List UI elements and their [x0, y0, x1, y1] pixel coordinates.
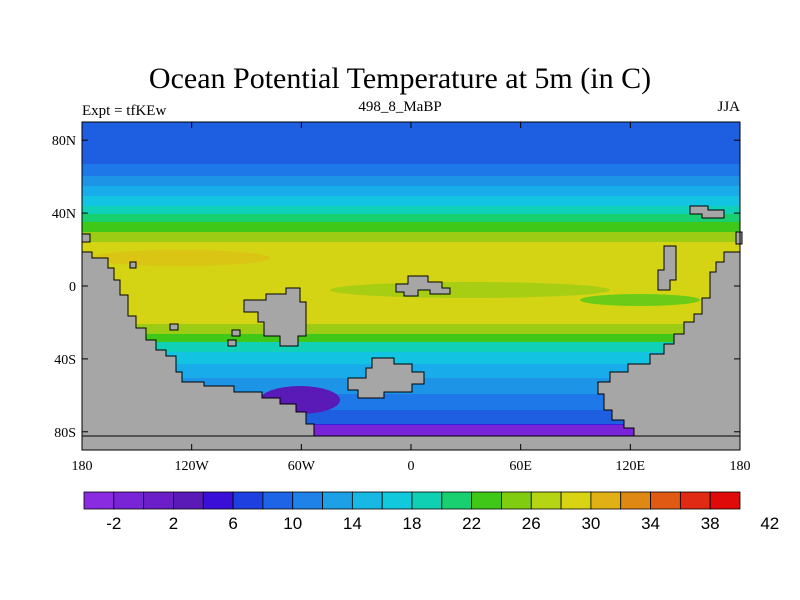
colorbar-swatch: [351, 491, 383, 510]
colorbar-label: 34: [641, 514, 660, 533]
x-tick-label: 120W: [175, 459, 210, 474]
land-island-j: [735, 231, 743, 245]
land-island-a: [243, 287, 307, 347]
colorbar-swatch: [560, 491, 592, 510]
colorbar-swatch: [679, 491, 711, 510]
land-island-c: [395, 275, 451, 297]
colorbar-swatch: [113, 491, 145, 510]
colorbar-swatch: [709, 491, 741, 510]
colorbar-swatch: [471, 491, 502, 510]
colorbar-label: 38: [701, 514, 720, 533]
x-axis: 180 120W 60W 0 60E 120E 180: [72, 122, 751, 474]
colorbar-swatch: [411, 491, 443, 510]
colorbar-label: 2: [169, 514, 178, 533]
land-island-b: [347, 357, 425, 399]
season-label: JJA: [717, 99, 740, 115]
x-tick-label: 0: [408, 459, 415, 474]
colorbar-label: 18: [403, 514, 422, 533]
colorbar-label: 14: [343, 514, 362, 533]
y-tick-label: 40N: [52, 207, 76, 222]
land-island-d: [689, 205, 725, 219]
x-tick-label: 180: [72, 459, 93, 474]
period-label: 498_8_MaBP: [358, 99, 442, 115]
colorbar-swatch: [202, 491, 234, 510]
colorbar-swatch: [322, 491, 353, 510]
y-tick-label: 80S: [54, 426, 76, 441]
x-tick-label: 60E: [509, 459, 532, 474]
colorbar-swatch: [501, 491, 532, 510]
colorbar-swatch: [441, 491, 473, 510]
land-island-f: [129, 261, 137, 269]
colorbar-swatch: [83, 491, 115, 510]
land-east: [597, 251, 741, 437]
x-tick-label: 60W: [288, 459, 316, 474]
colorbar-swatch: [232, 491, 264, 510]
land-island-e: [657, 245, 677, 291]
land-island-h: [231, 329, 241, 337]
colorbar-swatch: [620, 491, 651, 510]
x-tick-label: 120E: [616, 459, 646, 474]
colorbar: -2 2 6 10 14 18 22 26 30 34 38 42: [83, 491, 779, 533]
colorbar-swatch: [143, 491, 174, 510]
land-west-small: [81, 233, 91, 243]
colorbar-swatch: [381, 491, 413, 510]
land-west: [81, 251, 315, 437]
colorbar-label: -2: [106, 514, 121, 533]
land-island-i: [227, 339, 237, 347]
colorbar-label: 26: [522, 514, 541, 533]
map-title: Ocean Potential Temperature at 5m (in C): [148, 62, 652, 95]
colorbar-swatch: [650, 491, 681, 510]
colorbar-swatch: [173, 491, 204, 510]
colorbar-swatch: [262, 491, 294, 510]
land-island-g: [169, 323, 179, 331]
x-tick-label: 180: [730, 459, 751, 474]
colorbar-label: 6: [228, 514, 237, 533]
colorbar-swatch: [292, 491, 323, 510]
colorbar-label: 30: [581, 514, 600, 533]
y-axis: 80N 40N 0 40S 80S: [52, 134, 740, 441]
colorbar-swatch: [530, 491, 562, 510]
y-tick-label: 0: [69, 280, 76, 295]
y-tick-label: 80N: [52, 134, 76, 149]
colorbar-label: 22: [462, 514, 481, 533]
experiment-label: Expt = tfKEw: [82, 103, 167, 119]
colorbar-swatch: [590, 491, 622, 510]
y-tick-label: 40S: [54, 353, 76, 368]
colorbar-label: 42: [760, 514, 779, 533]
colorbar-label: 10: [283, 514, 302, 533]
